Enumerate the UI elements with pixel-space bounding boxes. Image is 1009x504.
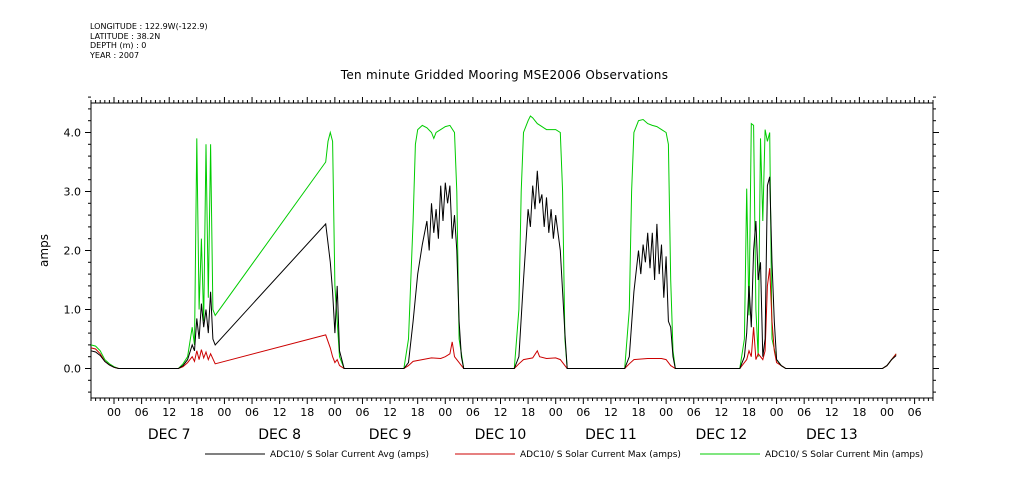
axis-ticks [85, 96, 939, 404]
legend: ADC10/ S Solar Current Avg (amps) ADC10/ … [205, 450, 923, 460]
x-tick-label: 18 [632, 406, 646, 419]
plot-border [90, 102, 934, 399]
series-line-avg [90, 170, 897, 369]
chart-title: Ten minute Gridded Mooring MSE2006 Obser… [340, 68, 669, 82]
x-day-label: DEC 11 [585, 427, 637, 443]
x-tick-label: 00 [217, 406, 231, 419]
x-tick-label: 06 [908, 406, 922, 419]
x-tick-label: 06 [687, 406, 701, 419]
plot-frame [90, 102, 934, 399]
x-tick-label: 18 [852, 406, 866, 419]
series-line-min [90, 115, 897, 369]
y-tick-label: 0.0 [64, 363, 82, 376]
y-tick-label: 1.0 [64, 304, 82, 317]
x-tick-label: 12 [825, 406, 839, 419]
x-tick-label: 06 [135, 406, 149, 419]
depth-text: DEPTH (m) : 0 [90, 41, 147, 50]
x-tick-label: 00 [438, 406, 452, 419]
y-tick-label: 4.0 [64, 127, 82, 140]
x-tick-label: 06 [797, 406, 811, 419]
axis-labels: 0.0 1.0 2.0 3.0 4.0 00 06 12 18 00 06 12 18 00 06 12 18 0… [37, 127, 922, 444]
x-tick-label: 06 [576, 406, 590, 419]
x-day-label: DEC 8 [258, 427, 301, 443]
mooring-metadata: LONGITUDE : 122.9W(-122.9) LATITUDE : 38… [90, 22, 208, 60]
x-tick-label: 00 [659, 406, 673, 419]
y-tick-label: 2.0 [64, 245, 82, 258]
x-tick-label: 18 [742, 406, 756, 419]
x-tick-label: 00 [880, 406, 894, 419]
x-tick-label: 12 [604, 406, 618, 419]
x-tick-label: 18 [411, 406, 425, 419]
x-day-label: DEC 13 [806, 427, 858, 443]
x-tick-label: 12 [162, 406, 176, 419]
x-day-label: DEC 12 [696, 427, 748, 443]
x-tick-label: 18 [190, 406, 204, 419]
y-axis-label: amps [37, 234, 51, 267]
x-day-label: DEC 7 [148, 427, 191, 443]
legend-label: ADC10/ S Solar Current Max (amps) [520, 450, 681, 460]
y-tick-label: 3.0 [64, 186, 82, 199]
x-tick-label: 12 [714, 406, 728, 419]
legend-label: ADC10/ S Solar Current Avg (amps) [270, 450, 429, 460]
x-day-label: DEC 9 [369, 427, 412, 443]
x-tick-label: 12 [493, 406, 507, 419]
latitude-text: LATITUDE : 38.2N [90, 31, 161, 41]
x-day-label: DEC 10 [475, 427, 527, 443]
year-text: YEAR : 2007 [90, 50, 140, 60]
x-tick-label: 12 [383, 406, 397, 419]
x-tick-label: 00 [328, 406, 342, 419]
x-tick-label: 00 [549, 406, 563, 419]
x-tick-label: 06 [355, 406, 369, 419]
x-tick-label: 18 [521, 406, 535, 419]
legend-label: ADC10/ S Solar Current Min (amps) [765, 450, 923, 460]
x-tick-label: 06 [245, 406, 259, 419]
x-tick-label: 00 [770, 406, 784, 419]
x-tick-label: 18 [300, 406, 314, 419]
series-lines [90, 115, 897, 369]
longitude-text: LONGITUDE : 122.9W(-122.9) [90, 22, 208, 31]
x-tick-label: 00 [107, 406, 121, 419]
x-tick-label: 12 [273, 406, 287, 419]
x-tick-label: 06 [466, 406, 480, 419]
